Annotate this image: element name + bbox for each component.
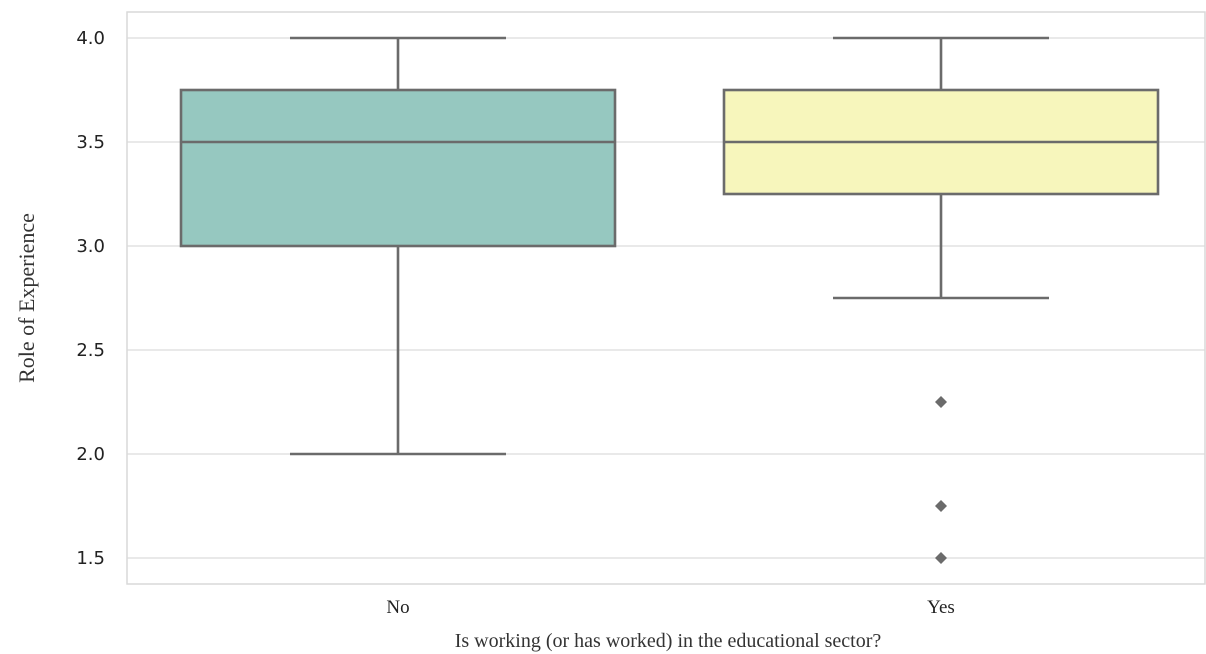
x-tick-labels: No Yes xyxy=(386,597,954,618)
y-axis-title: Role of Experience xyxy=(14,213,39,383)
y-tick-label-1: 2.0 xyxy=(76,444,105,465)
x-tick-label-yes: Yes xyxy=(927,597,955,618)
y-tick-label-3: 3.0 xyxy=(76,236,105,257)
plot-frame xyxy=(126,11,1206,585)
box-yes xyxy=(722,36,1160,564)
y-tick-label-0: 1.5 xyxy=(76,548,105,569)
y-tick-label-2: 2.5 xyxy=(76,340,105,361)
y-tick-label-5: 4.0 xyxy=(76,28,105,49)
x-tick-label-no: No xyxy=(386,597,409,618)
iqr-box xyxy=(179,88,617,248)
outlier-point-2 xyxy=(935,552,947,564)
outlier-point-0 xyxy=(935,396,947,408)
boxes xyxy=(179,36,1160,564)
y-tick-label-4: 3.5 xyxy=(76,132,105,153)
outlier-point-1 xyxy=(935,500,947,512)
y-tick-labels: 1.5 2.0 2.5 3.0 3.5 4.0 xyxy=(76,28,105,569)
x-axis-title: Is working (or has worked) in the educat… xyxy=(455,630,882,652)
box-no xyxy=(179,36,617,456)
